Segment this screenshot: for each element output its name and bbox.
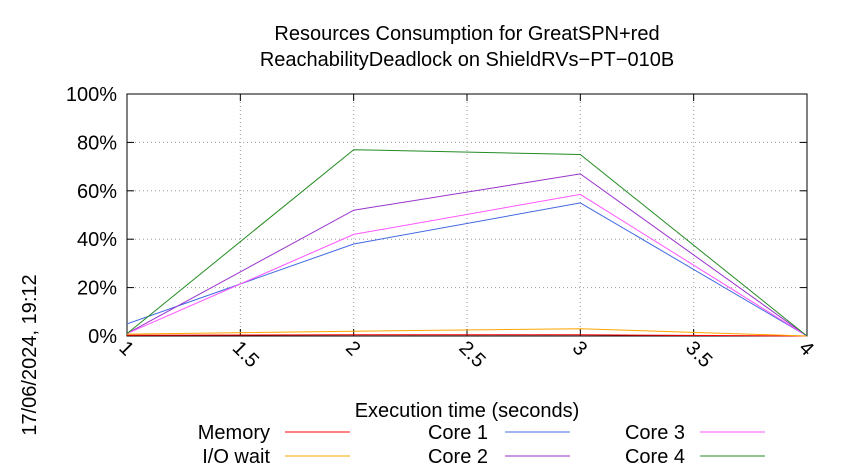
grid-layer [127, 94, 807, 336]
series-line-core-2 [126, 173, 808, 337]
plot-frame [126, 93, 808, 337]
x-tick-label: 3.5 [681, 337, 716, 372]
series-line-core-3 [126, 193, 808, 337]
chart-title: Resources Consumption for GreatSPN+red [274, 23, 659, 45]
legend-label-core-1: Core 1 [428, 422, 488, 444]
legend-label-core-3: Core 3 [625, 422, 685, 444]
legend-label-i-o-wait: I/O wait [202, 446, 270, 468]
series-line-i-o-wait [126, 328, 808, 337]
y-tick-label: 80% [77, 132, 117, 154]
y-tick-label: 0% [88, 326, 117, 348]
x-axis-label: Execution time (seconds) [355, 400, 580, 422]
x-tick-label: 2.5 [454, 337, 489, 372]
x-tick-label: 2 [341, 337, 364, 360]
y-tick-label: 100% [66, 84, 117, 106]
series-line-memory [126, 334, 808, 337]
x-tick-label: 3 [568, 337, 591, 360]
chart-subtitle: ReachabilityDeadlock on ShieldRVs−PT−010… [260, 49, 674, 71]
timestamp-label: 17/06/2024, 19:12 [19, 274, 41, 435]
legend-label-core-2: Core 2 [428, 446, 488, 468]
series-line-core-4 [126, 149, 808, 337]
x-tick-label: 1.5 [228, 337, 263, 372]
y-tick-label: 60% [77, 181, 117, 203]
x-tick-label: 4 [794, 337, 817, 360]
series-layer [126, 149, 808, 337]
legend-label-core-4: Core 4 [625, 446, 685, 468]
y-tick-label: 20% [77, 278, 117, 300]
legend-label-memory: Memory [198, 422, 270, 444]
y-tick-label: 40% [77, 229, 117, 251]
x-tick-label: 1 [114, 337, 137, 360]
